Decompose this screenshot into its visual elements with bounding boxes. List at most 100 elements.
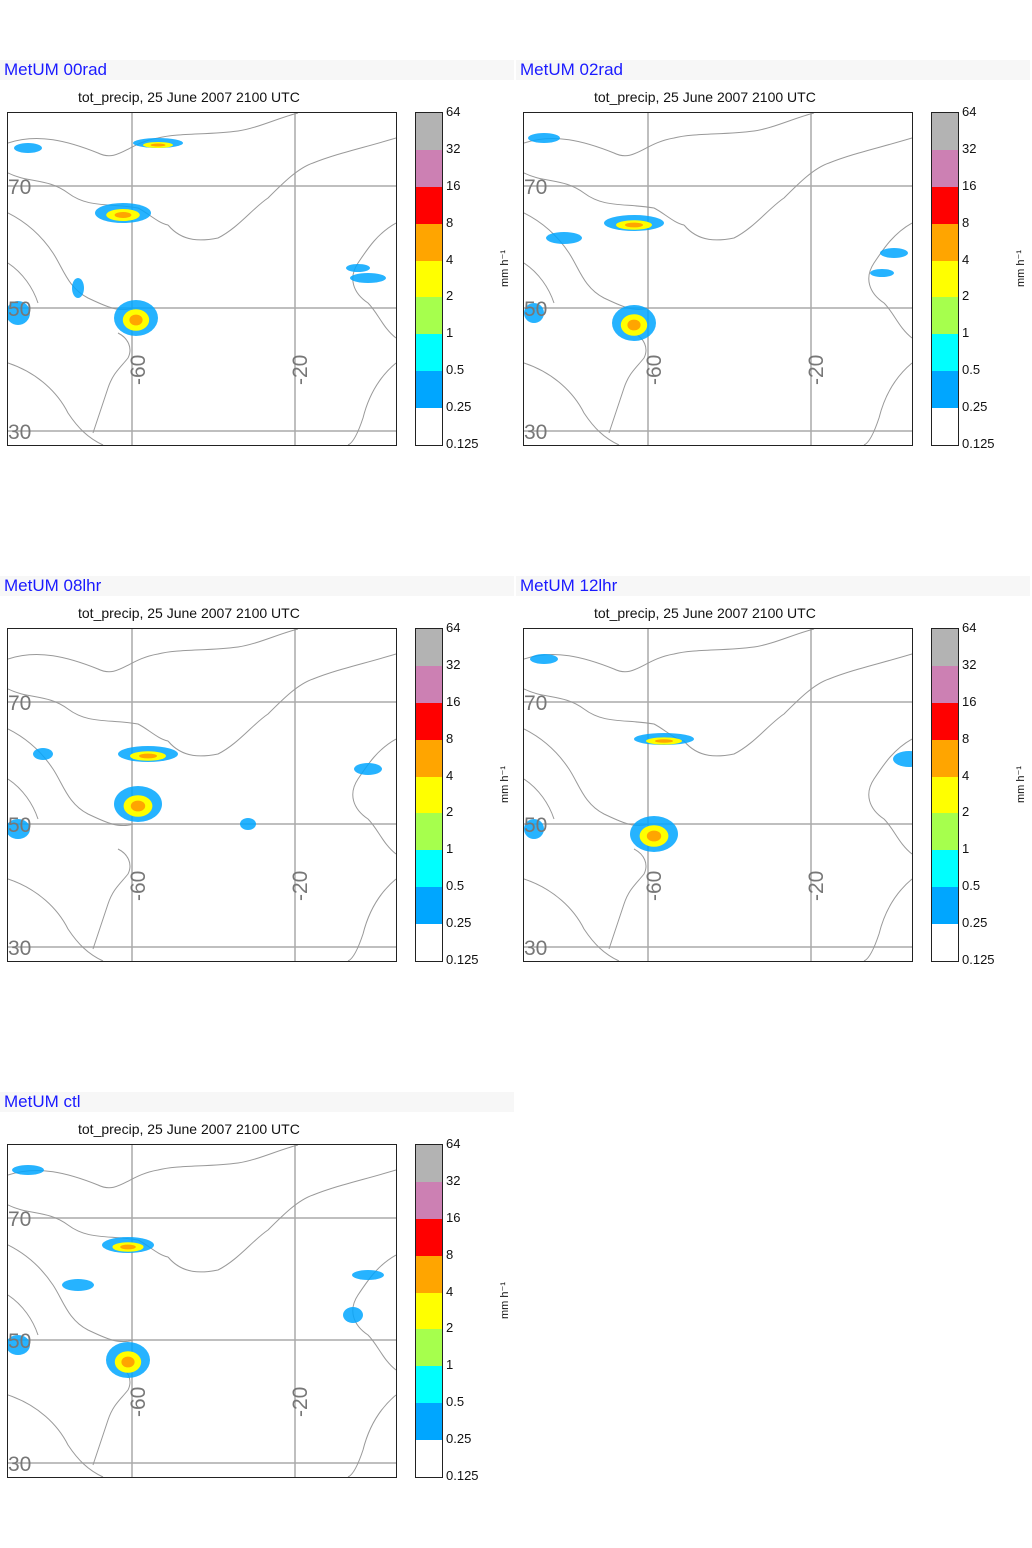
lon-label-60: -60	[643, 870, 666, 901]
colorbar-label: 4	[446, 1283, 454, 1299]
lon-label-60: -60	[643, 354, 666, 385]
colorbar-label: 2	[962, 288, 970, 304]
panel-title: MetUM 08lhr	[4, 576, 102, 595]
colorbar-label: 8	[962, 214, 970, 230]
colorbar-swatch	[932, 113, 958, 150]
lat-label-70: 70	[524, 692, 548, 715]
map-svg	[524, 113, 912, 445]
precip-area	[352, 1270, 384, 1280]
colorbar-swatch	[416, 924, 442, 961]
colorbar-label: 64	[962, 620, 977, 635]
panel-title: MetUM 02rad	[520, 60, 623, 79]
panel-titlebar: MetUM 08lhr	[0, 576, 514, 596]
lon-label-20: -20	[805, 354, 828, 385]
coastline	[524, 629, 912, 961]
precip-area	[524, 819, 544, 839]
colorbar-label: 32	[446, 656, 461, 672]
colorbar-label: 0.125	[962, 436, 995, 451]
colorbar-label: 0.25	[446, 1431, 472, 1447]
precip-area	[240, 818, 256, 830]
colorbar-swatch	[416, 1329, 442, 1367]
colorbar-swatch	[932, 702, 958, 740]
panel-subtitle: tot_precip, 25 June 2007 2100 UTC	[78, 1121, 300, 1137]
colorbar-swatch	[932, 408, 958, 445]
colorbar	[415, 1144, 443, 1478]
lat-label-50: 50	[8, 1330, 32, 1353]
colorbar	[415, 628, 443, 962]
colorbar-swatch	[932, 665, 958, 703]
colorbar-swatch	[416, 334, 442, 372]
precip-core	[139, 753, 157, 759]
colorbar-label: 4	[446, 767, 454, 783]
precip-core	[646, 830, 662, 842]
colorbar-label: 0.25	[962, 915, 988, 931]
precip-area	[62, 1279, 94, 1291]
colorbar-label: 0.125	[446, 1468, 479, 1483]
colorbar-swatch	[416, 1292, 442, 1330]
colorbar-swatch	[416, 665, 442, 703]
colorbar-units: mm h⁻¹	[1014, 766, 1027, 803]
precip-area	[14, 143, 42, 153]
precip-core	[655, 739, 673, 743]
precip-area	[870, 269, 894, 277]
map-svg	[524, 629, 912, 961]
coastline	[8, 113, 396, 445]
colorbar-label: 0.5	[446, 362, 465, 378]
colorbar-label: 0.5	[446, 1394, 465, 1410]
colorbar-label: 32	[446, 1172, 461, 1188]
map-svg	[8, 1145, 396, 1477]
colorbar-label: 0.25	[446, 399, 472, 415]
colorbar-label: 2	[446, 804, 454, 820]
colorbar-label: 64	[962, 104, 977, 119]
colorbar-swatch	[416, 813, 442, 851]
colorbar-swatch	[932, 260, 958, 298]
precip-core	[627, 319, 641, 331]
colorbar-label: 0.125	[446, 952, 479, 967]
map-area: 70 50 30 -60 -20	[7, 1144, 397, 1478]
lat-label-30: 30	[8, 937, 32, 960]
coastline	[8, 1145, 396, 1477]
panel-titlebar: MetUM ctl	[0, 1092, 514, 1112]
colorbar-label: 0.125	[962, 952, 995, 967]
coastline	[524, 113, 912, 445]
precip-area	[33, 748, 53, 760]
colorbar-swatch	[416, 1440, 442, 1477]
colorbar-swatch	[932, 297, 958, 335]
colorbar-label: 0.5	[962, 362, 981, 378]
lon-label-60: -60	[127, 1386, 150, 1417]
colorbar-swatch	[416, 1403, 442, 1440]
colorbar-label: 1	[962, 841, 970, 857]
colorbar-label: 1	[446, 325, 454, 341]
colorbar-swatch	[932, 334, 958, 372]
lat-label-70: 70	[8, 176, 32, 199]
panel-subtitle: tot_precip, 25 June 2007 2100 UTC	[594, 89, 816, 105]
panel-titlebar: MetUM 00rad	[0, 60, 514, 80]
colorbar-swatch	[416, 702, 442, 740]
colorbar-units: mm h⁻¹	[498, 250, 511, 287]
lon-label-20: -20	[289, 354, 312, 385]
lon-label-60: -60	[127, 354, 150, 385]
panel-title: MetUM ctl	[4, 1092, 81, 1111]
panel-subtitle: tot_precip, 25 June 2007 2100 UTC	[78, 89, 300, 105]
colorbar-label: 8	[446, 1246, 454, 1262]
colorbar-swatch	[932, 223, 958, 261]
colorbar-label: 64	[446, 620, 461, 635]
precip-core	[120, 1244, 136, 1250]
colorbar-swatch	[932, 629, 958, 666]
colorbar-label: 0.5	[446, 878, 465, 894]
precip-area	[343, 1307, 363, 1323]
coastline	[8, 629, 396, 961]
map-svg	[8, 629, 396, 961]
lat-label-70: 70	[524, 176, 548, 199]
map-panel: MetUM 00rad tot_precip, 25 June 2007 210…	[0, 60, 516, 480]
lat-label-30: 30	[524, 937, 548, 960]
precip-area	[72, 278, 84, 298]
colorbar-label: 0.25	[446, 915, 472, 931]
colorbar-swatch	[416, 850, 442, 888]
map-area: 70 50 30 -60 -20	[7, 112, 397, 446]
lat-label-30: 30	[8, 421, 32, 444]
precip-area	[346, 264, 370, 272]
colorbar-label: 4	[446, 251, 454, 267]
precip-area	[546, 232, 582, 244]
colorbar-swatch	[932, 739, 958, 777]
